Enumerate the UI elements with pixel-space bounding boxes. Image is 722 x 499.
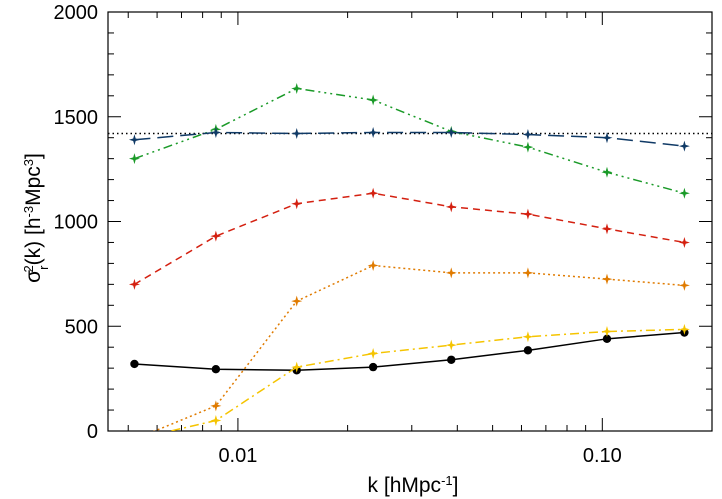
data-point [678,187,690,199]
data-point [368,362,378,372]
y-tick-label: 0 [87,421,98,443]
data-point [210,400,222,412]
data-point [445,267,457,279]
data-point [678,323,690,335]
series-line [134,87,685,194]
data-point [522,129,534,141]
data-point [522,208,534,220]
data-point [128,278,140,290]
data-point [367,94,379,106]
data-point [678,236,690,248]
data-point [210,230,222,242]
data-point [445,126,457,138]
data-point [130,359,139,369]
x-tick-label: 0.10 [583,445,622,467]
data-point [678,140,690,152]
data-point [210,126,222,138]
data-point [522,141,534,153]
series-line [152,264,685,431]
data-point [601,273,613,285]
series-layer [128,82,690,431]
series-0 [130,328,689,375]
data-point [601,166,613,178]
data-point [210,415,222,427]
data-point [447,355,456,364]
series-line [167,328,685,431]
data-point [602,334,612,344]
data-point [367,187,379,199]
data-point [601,132,613,144]
y-tick-label: 1000 [54,212,99,234]
data-point [601,325,613,337]
series-1 [167,323,690,431]
data-point [367,260,379,271]
series-5 [128,126,690,152]
data-point [445,201,457,213]
data-point [291,198,303,210]
data-point [211,364,221,374]
data-point [522,267,534,279]
data-point [128,134,140,146]
data-point [291,361,303,373]
data-point [678,279,690,291]
y-tick-label: 1500 [54,107,99,129]
x-tick-label: 0.01 [218,445,257,467]
data-point [445,339,457,351]
data-point [523,346,533,355]
series-line [134,131,685,147]
series-2 [152,260,690,431]
data-point [291,128,303,140]
series-line [134,192,685,285]
y-axis-label: σr2(k) [h-3Mpc3] [21,153,51,283]
data-point [522,331,534,343]
y-tick-label: 2000 [54,2,99,24]
axis-ticks [108,11,713,432]
data-point [367,126,379,138]
x-axis-label: k [hMpc-1] [368,473,459,498]
data-point [601,223,613,235]
data-point [291,82,303,94]
data-point [367,347,379,359]
series-3 [128,187,690,290]
series-line [134,331,685,372]
y-tick-label: 500 [65,316,98,338]
data-point [128,153,140,165]
data-point [291,295,303,307]
tick-labels: 0 500 1000 1500 2000 0.01 0.10 [54,2,622,467]
